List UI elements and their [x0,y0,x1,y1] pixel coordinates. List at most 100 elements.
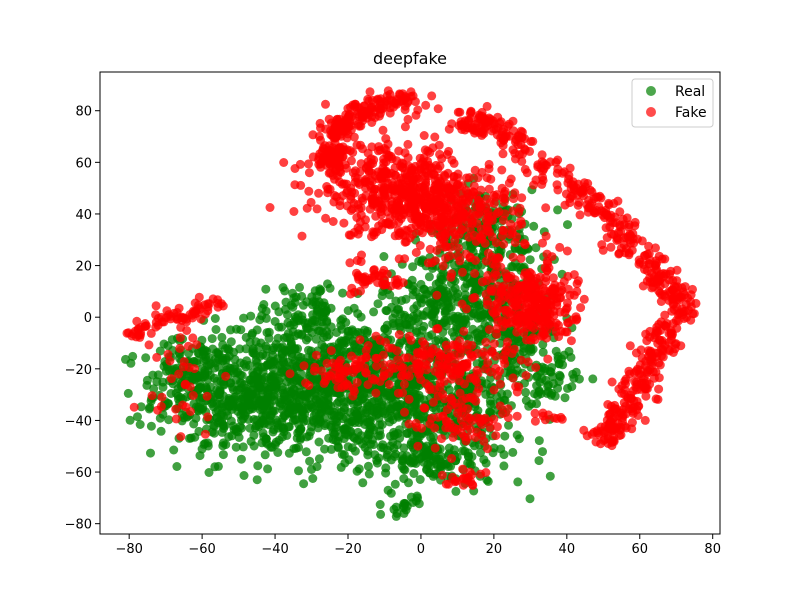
data-point [321,124,331,134]
data-point [639,373,649,383]
data-point [606,229,616,239]
data-point [605,213,615,223]
data-point [470,269,480,278]
data-point [123,388,133,398]
data-point [579,425,589,435]
data-point [395,338,405,348]
data-point [261,341,271,351]
data-point [352,466,362,476]
data-point [375,145,385,155]
data-point [400,148,410,158]
data-point [409,469,419,478]
data-point [520,164,530,174]
data-point [555,372,565,381]
data-point [461,436,471,446]
data-point [321,213,331,223]
data-point [281,297,291,307]
data-point [151,317,161,327]
data-point [157,392,167,402]
data-point [504,420,513,430]
data-point [525,255,535,265]
data-point [453,243,463,253]
data-point [289,345,298,355]
data-point [585,185,595,195]
data-point [499,450,509,460]
data-point [530,416,540,426]
data-point [463,123,473,133]
data-point [457,225,467,235]
data-point [395,186,405,196]
data-point [241,383,251,393]
data-point [492,306,502,316]
data-point [365,180,375,190]
data-point [470,165,480,175]
data-point [473,333,483,343]
data-point [439,187,449,197]
data-point [667,306,677,316]
data-point [270,301,280,311]
data-point [254,383,264,392]
data-point [472,284,482,294]
data-point [426,286,436,296]
data-point [228,382,237,392]
data-point [486,174,496,184]
data-point [686,302,696,312]
data-point [398,159,408,169]
data-point [664,337,674,347]
data-point [253,461,263,471]
data-point [312,462,322,472]
data-point [590,208,599,218]
data-point [218,420,228,429]
data-point [575,210,585,220]
data-point [128,351,138,361]
data-point [657,351,666,361]
data-point [195,451,205,461]
data-point [317,340,327,350]
data-point [321,160,331,170]
data-point [660,310,670,320]
data-point [377,397,387,407]
data-point [172,462,182,471]
data-point [499,461,509,471]
data-point [477,277,487,287]
data-point [425,385,435,395]
data-point [181,369,191,379]
data-point [429,300,439,310]
data-point [289,207,299,216]
data-point [662,319,672,328]
data-point [262,328,272,338]
data-point [677,304,687,314]
data-point [605,410,615,419]
data-point [493,281,503,291]
data-point [635,257,645,267]
data-point [239,403,249,413]
data-point [152,377,162,387]
data-point [304,381,314,390]
data-point [394,330,404,340]
data-point [399,508,409,518]
data-point [305,456,315,466]
data-point [304,400,314,410]
data-point [441,229,450,239]
data-point [175,343,185,353]
x-tick-label: −40 [261,542,288,557]
data-point [541,231,551,241]
data-point [469,309,479,319]
data-point [423,331,433,341]
data-point [263,464,273,474]
data-point [472,388,482,398]
data-point [185,382,195,392]
data-point [244,391,254,401]
data-point [483,476,493,486]
data-point [158,382,168,392]
data-point [534,314,544,324]
data-point [500,186,510,196]
data-point [304,345,313,355]
data-point [277,322,287,332]
data-point [489,385,499,395]
data-point [310,388,320,398]
data-point [614,248,624,258]
data-point [672,265,682,275]
data-point [617,417,627,427]
data-point [435,161,445,171]
